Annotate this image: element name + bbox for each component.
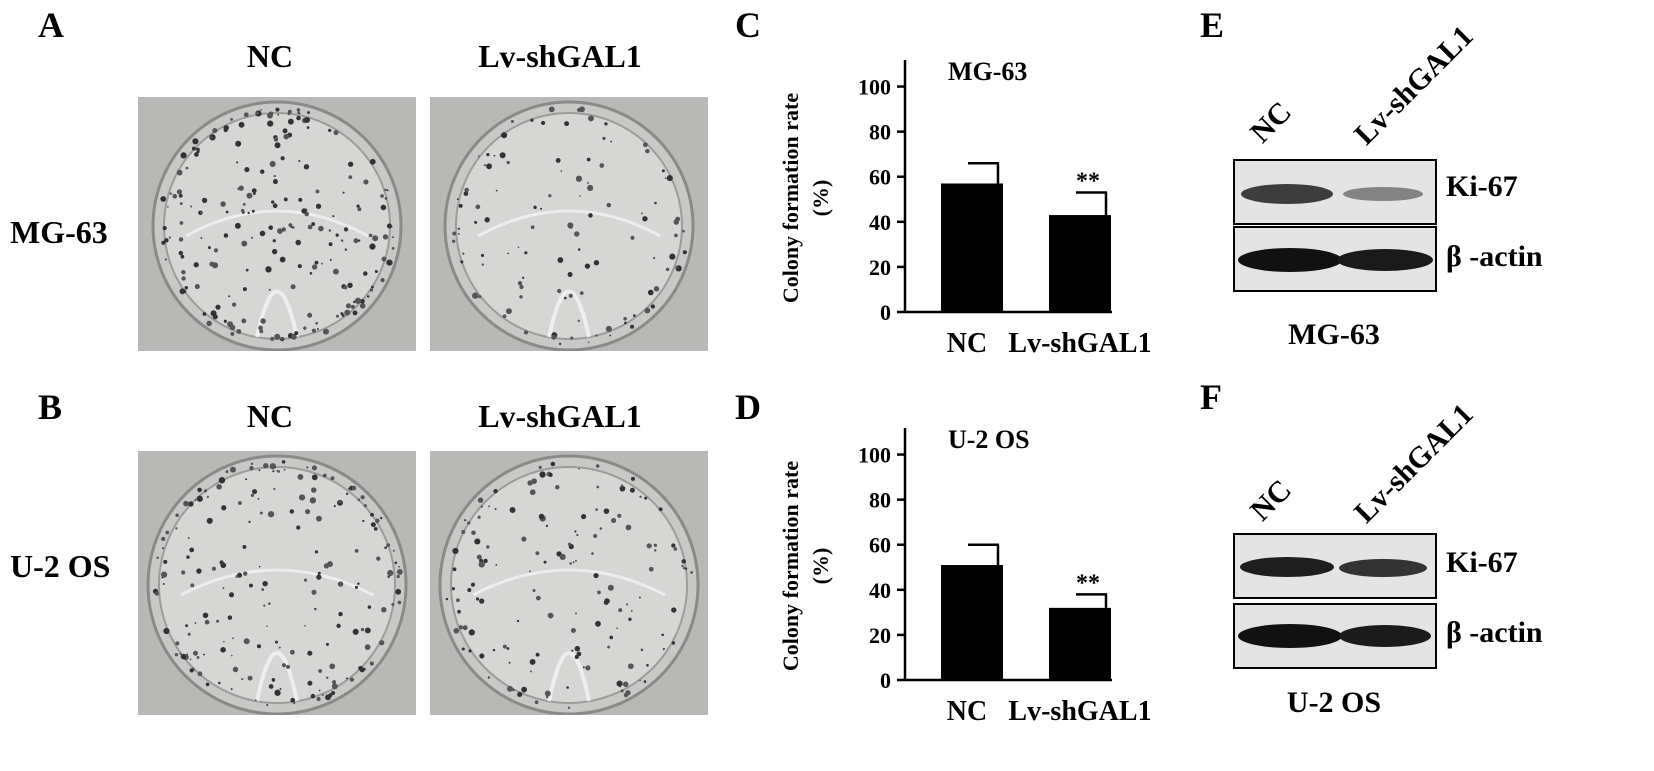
chart-bar xyxy=(941,183,1003,312)
chart-bar xyxy=(1049,215,1111,312)
blot-f-actin-label: β -actin xyxy=(1446,616,1543,649)
plate-row-label-mg63: MG-63 xyxy=(10,214,108,250)
chart-significance-label: ** xyxy=(1076,169,1100,195)
chart-y-tick-label: 100 xyxy=(858,75,891,100)
blot-e-actin-band-box xyxy=(1233,226,1437,292)
chart-ylabel-line2: (%) xyxy=(808,548,833,585)
chart-category-label: NC xyxy=(947,696,987,727)
panel-letter-d: D xyxy=(735,387,761,427)
blot-f-actin-band-box xyxy=(1233,603,1437,669)
chart-title: MG-63 xyxy=(948,57,1027,86)
panel-letter-b: B xyxy=(38,387,63,427)
blot-f-ki67-label: Ki-67 xyxy=(1446,546,1518,579)
chart-y-tick-label: 20 xyxy=(869,255,891,280)
blot-f-lane-shgal1: Lv-shGAL1 xyxy=(1347,397,1480,530)
chart-category-label: Lv-shGAL1 xyxy=(1008,328,1151,359)
plate-row-label-u2os: U-2 OS xyxy=(10,548,111,584)
chart-y-tick-label: 0 xyxy=(880,668,891,693)
chart-title: U-2 OS xyxy=(948,425,1030,454)
plate-col-label-shgal1-b: Lv-shGAL1 xyxy=(478,398,642,434)
plate-col-label-shgal1-a: Lv-shGAL1 xyxy=(478,38,642,74)
chart-category-label: Lv-shGAL1 xyxy=(1008,696,1151,727)
chart-category-label: NC xyxy=(947,328,987,359)
plate-photo-mg63-nc xyxy=(138,97,416,351)
panel-letter-f: F xyxy=(1200,377,1222,417)
chart-y-tick-label: 60 xyxy=(869,533,891,558)
chart-bar xyxy=(941,565,1003,680)
blot-f-cell-line: U-2 OS xyxy=(1286,686,1382,719)
blot-e-lane-nc: NC xyxy=(1243,95,1298,150)
blot-e-cell-line: MG-63 xyxy=(1288,318,1380,351)
plate-photo-u2os-shgal1 xyxy=(430,451,708,715)
chart-y-tick-label: 60 xyxy=(869,165,891,190)
chart-y-tick-label: 100 xyxy=(858,443,891,468)
chart-y-tick-label: 40 xyxy=(869,578,891,603)
blot-e-ki67-band-box xyxy=(1233,159,1437,225)
plate-photo-mg63-shgal1 xyxy=(430,97,708,351)
blot-f-ki67-band-box xyxy=(1233,533,1437,599)
chart-y-tick-label: 40 xyxy=(869,210,891,235)
chart-y-tick-label: 20 xyxy=(869,623,891,648)
blot-e-actin-label: β -actin xyxy=(1446,240,1543,273)
chart-d: Colony formation rate (%) 0 20 40 60 80 100 U-2 … xyxy=(760,408,1180,738)
chart-ylabel-line2: (%) xyxy=(808,180,833,217)
plate-col-label-nc-b: NC xyxy=(246,398,294,434)
panel-letter-c: C xyxy=(735,5,761,45)
blot-e-ki67-label: Ki-67 xyxy=(1446,170,1518,203)
chart-ylabel-line1: Colony formation rate xyxy=(778,93,803,303)
chart-c: Colony formation rate (%) 0 20 40 60 80 100 MG-6… xyxy=(760,40,1180,370)
chart-bar xyxy=(1049,607,1111,680)
chart-y-tick-label: 0 xyxy=(880,300,891,325)
panel-letter-a: A xyxy=(38,5,64,45)
panel-letter-e: E xyxy=(1200,5,1225,45)
plate-col-label-nc-a: NC xyxy=(246,38,294,74)
chart-significance-label: ** xyxy=(1076,570,1100,596)
chart-ylabel-line1: Colony formation rate xyxy=(778,461,803,671)
plate-photo-u2os-nc xyxy=(138,451,416,715)
blot-f-lane-nc: NC xyxy=(1243,473,1298,528)
blot-e-lane-shgal1: Lv-shGAL1 xyxy=(1347,19,1480,152)
chart-y-tick-label: 80 xyxy=(869,120,891,145)
chart-y-tick-label: 80 xyxy=(869,488,891,513)
